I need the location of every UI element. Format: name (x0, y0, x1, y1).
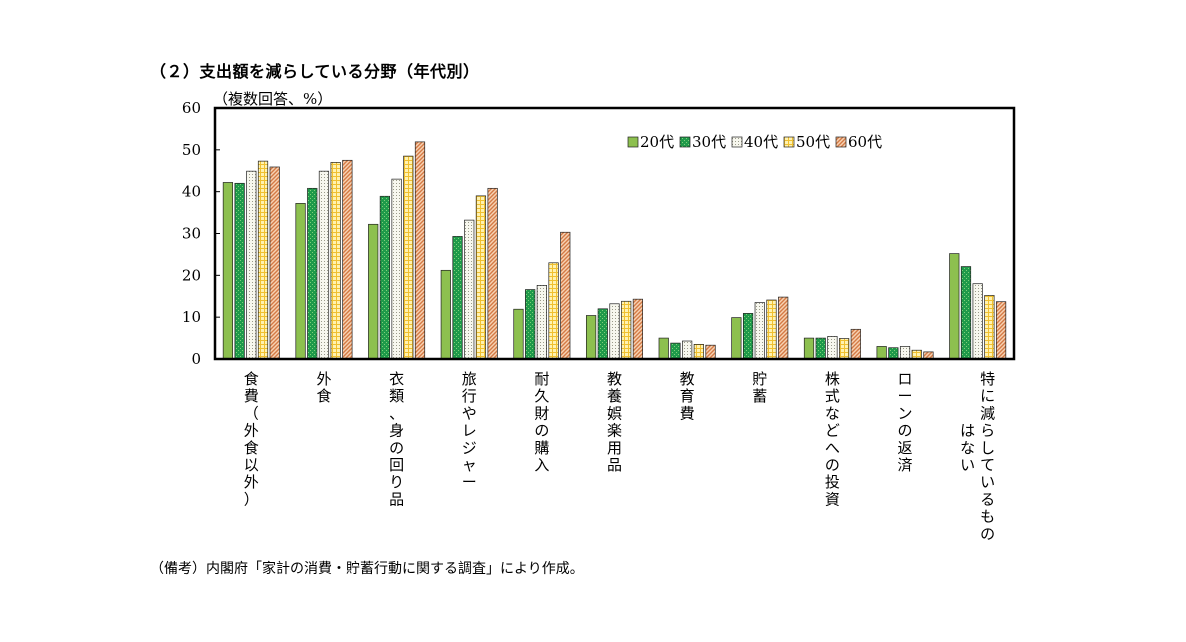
bar-60代-7 (778, 296, 789, 360)
bar-40代-3 (464, 219, 475, 360)
legend-swatch-50代 (783, 136, 795, 148)
bar-50代-3 (475, 195, 487, 360)
category-label: 外食 (316, 370, 331, 405)
bar-20代-8 (803, 337, 815, 360)
bar-60代-5 (632, 298, 644, 360)
bar-30代-3 (452, 236, 463, 360)
bar-20代-3 (440, 269, 451, 360)
bar-50代-4 (548, 262, 559, 360)
legend-swatch-20代 (627, 136, 639, 148)
category-label: 教育費 (680, 370, 695, 422)
bar-50代-1 (330, 162, 341, 360)
y-axis-unit-label: （複数回答、%） (213, 90, 333, 108)
bar-40代-8 (827, 336, 838, 360)
y-tick-label: 50 (182, 141, 201, 159)
bar-30代-10 (960, 266, 972, 360)
legend-label-50代: 50代 (796, 133, 830, 151)
category-label: 耐久財の購入 (534, 370, 549, 474)
bar-40代-6 (682, 340, 693, 360)
bar-30代-9 (888, 347, 899, 360)
legend-swatch-40代 (731, 136, 743, 148)
bar-50代-10 (984, 295, 995, 360)
y-tick-label: 60 (182, 99, 201, 117)
bar-30代-0 (234, 182, 245, 360)
bar-30代-1 (307, 187, 318, 360)
bar-40代-0 (246, 170, 257, 360)
y-tick-label: 20 (182, 266, 201, 284)
bar-20代-9 (876, 346, 887, 360)
legend-swatch-30代 (679, 136, 691, 148)
bar-40代-10 (972, 283, 983, 360)
bar-30代-2 (379, 195, 390, 360)
bar-30代-7 (742, 313, 754, 360)
bar-20代-5 (585, 315, 597, 360)
bar-20代-7 (731, 317, 742, 360)
source-note: （備考）内閣府「家計の消費・貯蓄行動に関する調査」により作成。 (150, 561, 584, 577)
bar-60代-3 (487, 187, 498, 360)
y-tick-label: 0 (191, 350, 201, 368)
bar-30代-4 (525, 289, 536, 360)
category-label: 旅行やレジャー (462, 370, 477, 491)
category-label: 教養娯楽用品 (607, 370, 622, 474)
plot-frame (213, 106, 1016, 361)
y-tick-label: 30 (182, 225, 201, 243)
bar-50代-7 (766, 299, 777, 360)
bar-40代-4 (536, 285, 547, 360)
bar-40代-5 (609, 303, 620, 360)
bar-50代-5 (621, 300, 632, 360)
bar-20代-1 (295, 203, 306, 360)
bar-60代-6 (705, 344, 716, 360)
legend-swatch-60代 (835, 136, 847, 148)
bar-20代-10 (949, 253, 960, 360)
legend-label-20代: 20代 (640, 133, 674, 151)
bar-20代-6 (658, 337, 669, 360)
bar-50代-0 (257, 160, 269, 360)
bar-60代-1 (342, 159, 353, 360)
bar-30代-8 (815, 337, 826, 360)
category-label: 特に減らしているもの (980, 370, 995, 543)
category-label: はない (960, 422, 975, 474)
bar-60代-8 (850, 328, 861, 360)
legend-label-60代: 60代 (848, 133, 882, 151)
legend-label-40代: 40代 (744, 133, 778, 151)
bar-60代-0 (269, 166, 280, 360)
bar-40代-7 (754, 302, 765, 360)
y-tick-label: 40 (182, 183, 201, 201)
legend-label-30代: 30代 (692, 133, 726, 151)
y-tick-label: 10 (182, 308, 201, 326)
bar-40代-1 (318, 170, 330, 360)
bar-60代-2 (414, 141, 426, 360)
bar-20代-2 (368, 223, 379, 360)
bar-40代-9 (899, 346, 911, 360)
chart-title: （２）支出額を減らしている分野（年代別） (150, 62, 480, 81)
category-label: ローンの返済 (898, 370, 913, 474)
bar-20代-0 (222, 182, 234, 360)
bar-30代-6 (670, 342, 681, 360)
bar-30代-5 (597, 308, 608, 360)
category-label: 食費（外食以外） (244, 370, 259, 508)
category-label: 株式などへの投資 (825, 370, 840, 508)
category-label: 衣類、身の回り品 (389, 370, 404, 508)
bar-50代-6 (693, 344, 704, 360)
bar-50代-8 (839, 338, 850, 360)
category-label: 貯蓄 (752, 370, 767, 405)
bar-40代-2 (391, 178, 402, 360)
bar-60代-4 (560, 231, 571, 360)
bar-20代-4 (513, 308, 524, 360)
bar-60代-10 (995, 301, 1007, 360)
bar-50代-2 (403, 155, 414, 360)
bar-50代-9 (911, 349, 922, 360)
